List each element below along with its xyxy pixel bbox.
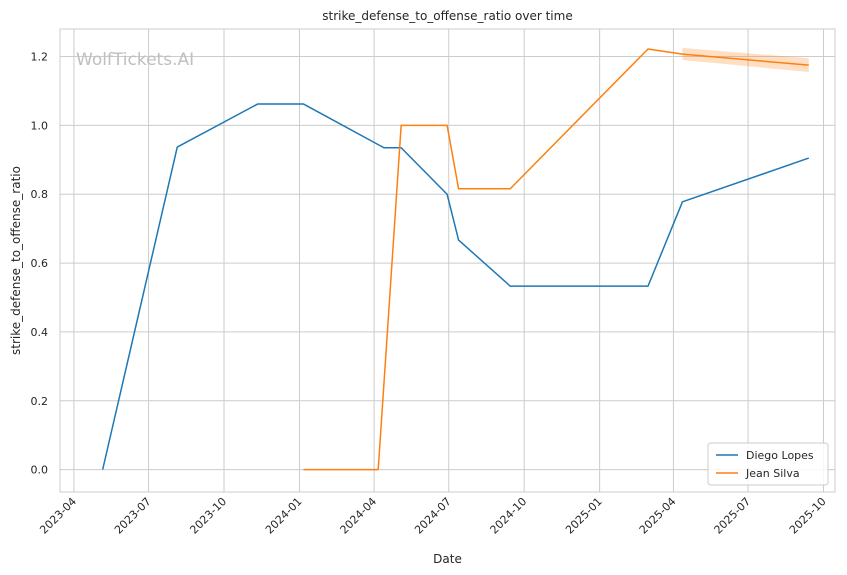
y-tick-label: 0.0 [31,464,49,477]
y-tick-label: 0.6 [31,257,49,270]
y-tick-label: 0.8 [31,188,49,201]
legend-label: Jean Silva [745,467,800,480]
y-tick-label: 1.2 [31,51,49,64]
y-tick-label: 0.4 [31,326,49,339]
series-lines [101,48,810,471]
plot-frame [59,28,836,493]
legend: Diego Lopes Jean Silva [707,442,829,486]
y-tick-label: 0.2 [31,395,49,408]
series-line [303,48,809,471]
chart-title: strike_defense_to_offense_ratio over tim… [322,9,572,23]
y-axis-ticks: 0.0 0.2 0.4 0.6 0.8 1.0 1.2 [31,51,49,477]
legend-box [707,442,829,486]
x-axis-label: Date [433,552,462,566]
y-axis-label: strike_defense_to_offense_ratio [9,166,23,355]
y-tick-label: 1.0 [31,119,49,132]
series-line [101,103,810,470]
legend-label: Diego Lopes [746,449,814,462]
watermark-text: WolfTickets.AI [76,50,194,70]
